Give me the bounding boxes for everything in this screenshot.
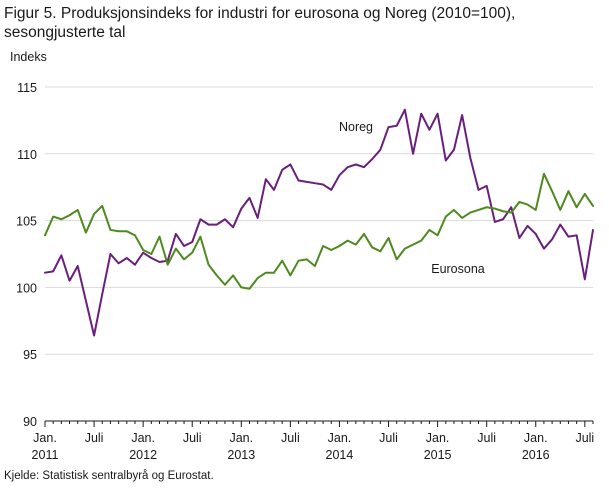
x-tick-label: Juli xyxy=(183,431,202,445)
y-tick-labels: 90 95 100 105 110 115 xyxy=(16,81,37,429)
y-axis-label: Indeks xyxy=(10,50,47,64)
x-tick-label: Juli xyxy=(85,431,104,445)
x-tick-year-label: 2011 xyxy=(32,448,59,462)
x-tick-label: Jan. xyxy=(426,431,450,445)
y-tick-label: 90 xyxy=(23,415,37,429)
x-axis: Jan. 2011 Juli Jan. 2012 Juli Jan. 2013 Juli Jan.… xyxy=(32,420,594,462)
series-annotations: Noreg Eurosona xyxy=(339,120,485,276)
x-tick-label: Juli xyxy=(575,431,594,445)
series-line-noreg xyxy=(44,108,594,337)
y-tick-label: 95 xyxy=(23,348,37,362)
y-tick-label: 115 xyxy=(17,81,37,95)
x-tick-year-label: 2013 xyxy=(227,448,255,462)
x-tick-label: Jan. xyxy=(524,431,548,445)
y-tick-label: 110 xyxy=(17,148,37,162)
x-tick-label: Jan. xyxy=(328,431,352,445)
x-tick-label: Juli xyxy=(281,431,300,445)
y-tick-label: 105 xyxy=(16,215,37,229)
figure-title-line2: sesongjusterte tal xyxy=(4,24,126,41)
x-tick-year-label: 2012 xyxy=(129,448,157,462)
x-tick-label: Juli xyxy=(477,431,496,445)
x-tick-label: Jan. xyxy=(33,431,57,445)
x-tick-year-label: 2016 xyxy=(522,448,550,462)
series-line-eurosona xyxy=(44,172,594,290)
x-tick-label: Jan. xyxy=(131,431,155,445)
figure-title-line1: Figur 5. Produksjonsindeks for industri … xyxy=(4,5,516,22)
source-note: Kjelde: Statistisk sentralbyrå og Eurost… xyxy=(4,470,214,482)
x-tick-label: Juli xyxy=(379,431,398,445)
annotation-eurosona: Eurosona xyxy=(431,262,485,276)
y-tick-label: 100 xyxy=(16,281,37,295)
annotation-noreg: Noreg xyxy=(339,120,373,134)
x-tick-year-label: 2015 xyxy=(424,448,452,462)
x-tick-year-label: 2014 xyxy=(326,448,354,462)
series-lines xyxy=(44,108,594,337)
x-tick-label: Jan. xyxy=(229,431,253,445)
figure-title: Figur 5. Produksjonsindeks for industri … xyxy=(4,4,604,42)
